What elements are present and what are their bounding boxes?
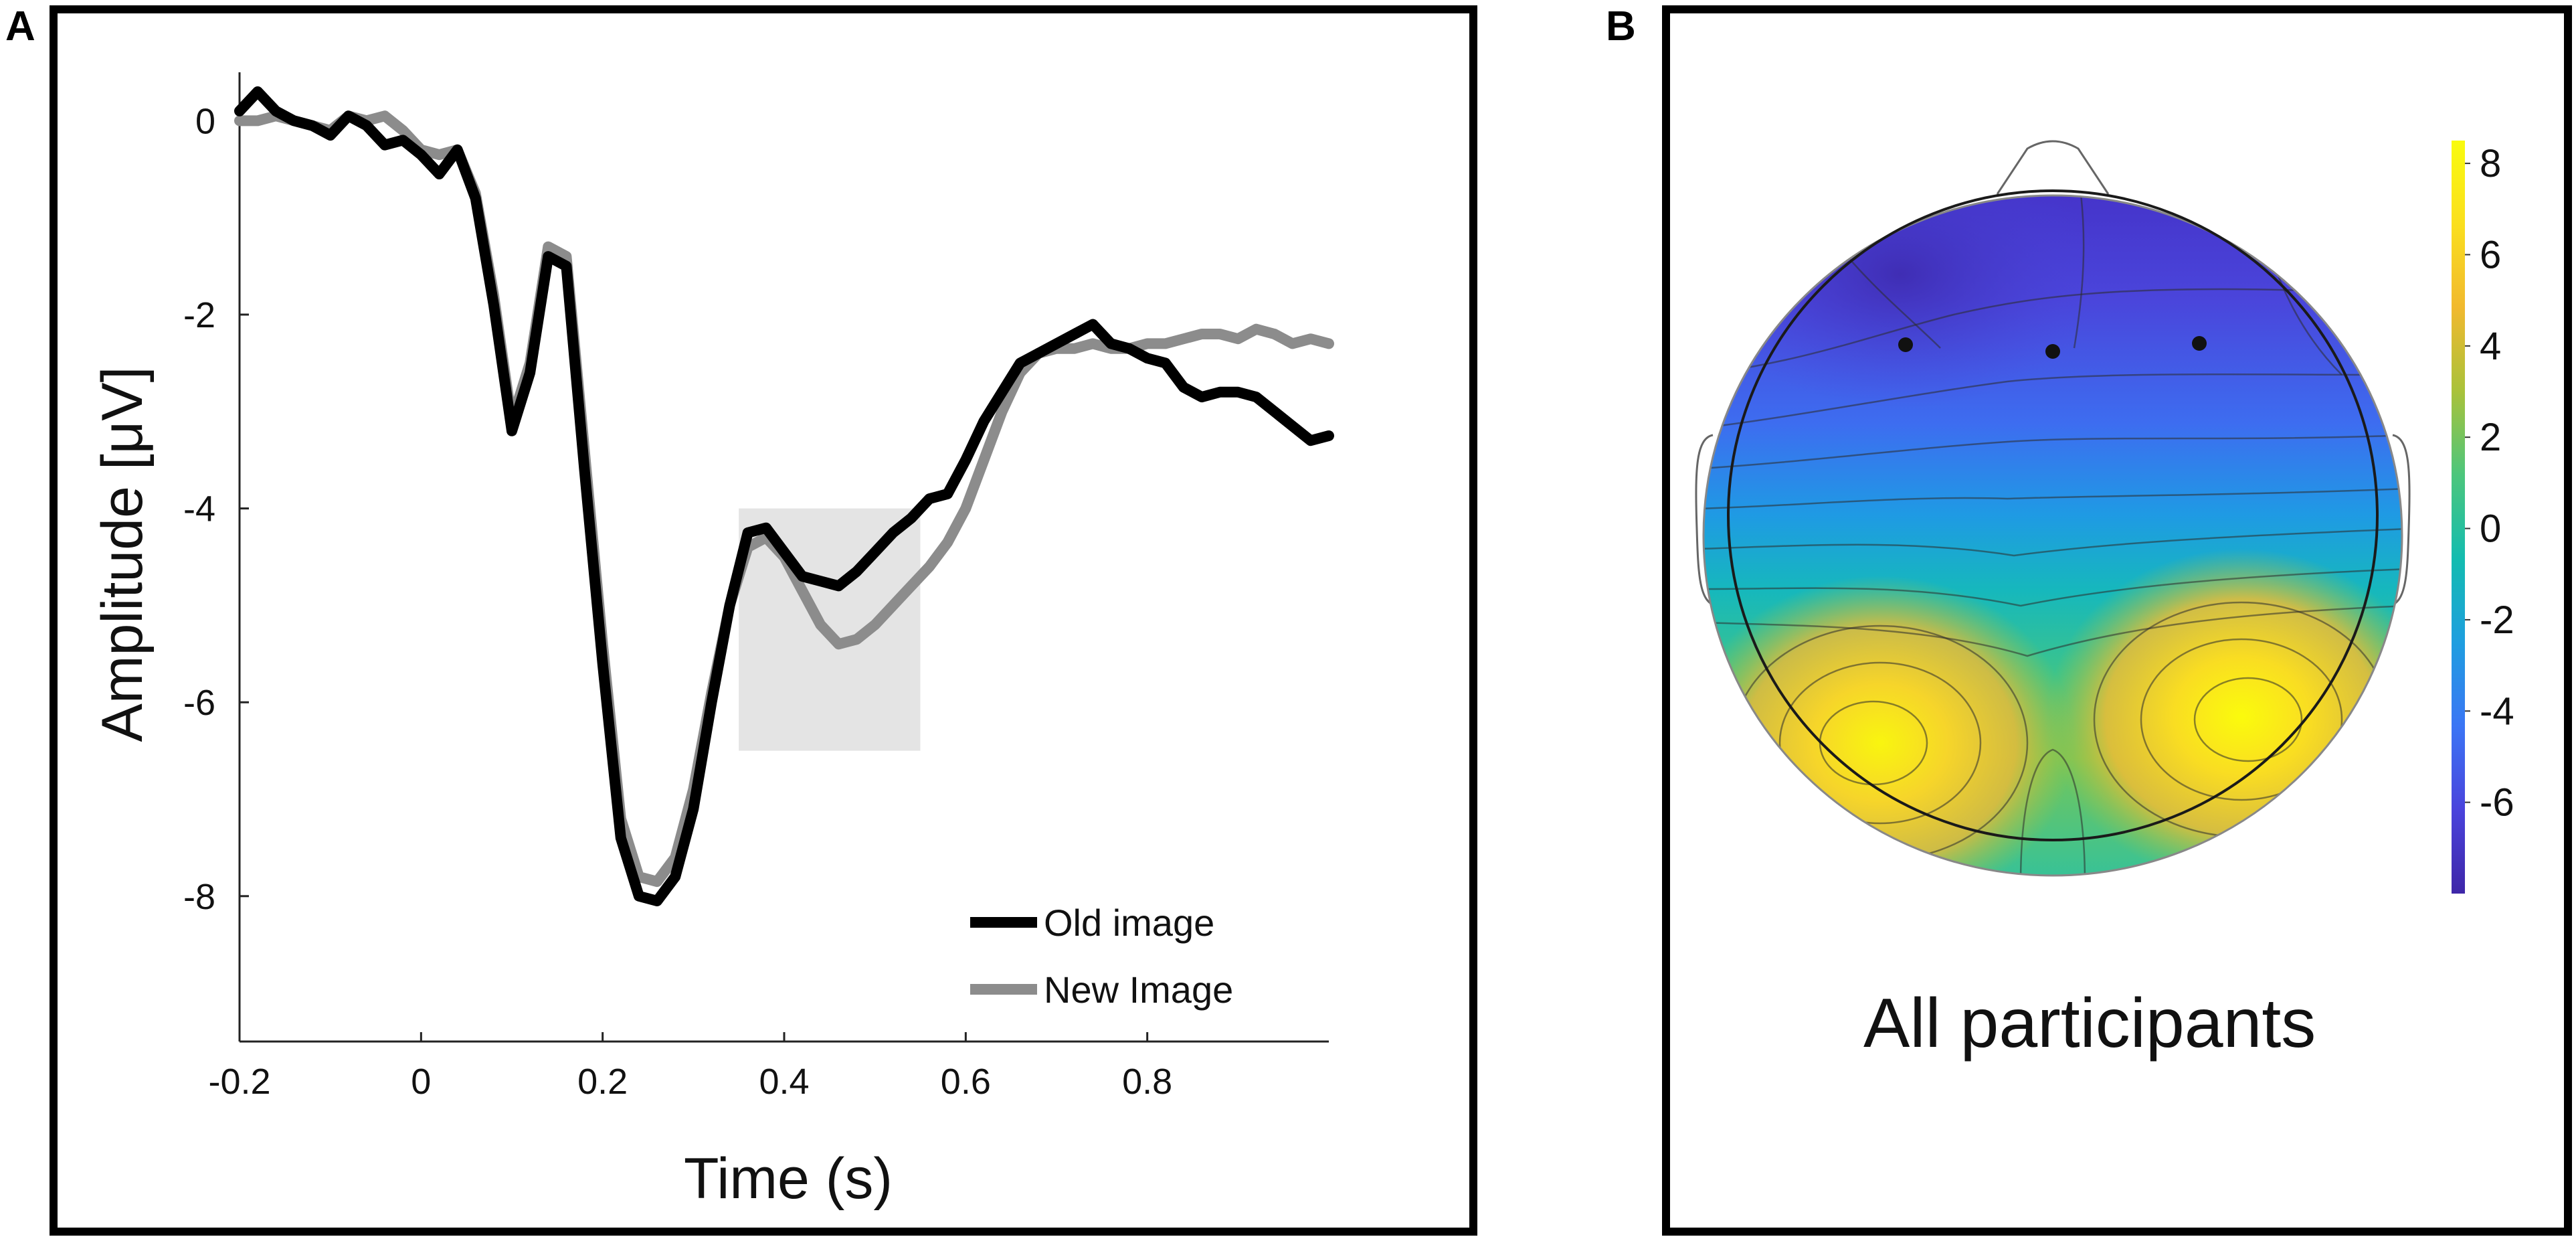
x-tick-label: 0.6 [941, 1062, 991, 1102]
y-tick-label: -6 [183, 683, 215, 723]
colorbar-tick-label: 0 [2480, 507, 2501, 551]
x-tick-label: -0.2 [208, 1062, 270, 1102]
y-tick-label: -2 [183, 295, 215, 335]
electrode-marker [1898, 337, 1913, 352]
y-tick-label: 0 [195, 101, 215, 141]
colorbar-tick-label: 4 [2480, 325, 2501, 368]
topography-fill [1704, 195, 2402, 876]
nose-outline [1996, 140, 2110, 195]
colorbar-tick-label: 6 [2480, 233, 2501, 276]
series-line-old-image [234, 86, 1334, 906]
x-tick-label: 0.4 [759, 1062, 809, 1102]
colorbar-tick-label: -4 [2480, 689, 2514, 733]
colorbar [2452, 141, 2465, 894]
electrode-marker [2192, 336, 2207, 351]
topography-caption: All participants [1863, 985, 2316, 1062]
colorbar-tick-label: 2 [2480, 416, 2501, 459]
x-tick-label: 0.2 [577, 1062, 628, 1102]
panel-label-a: A [5, 3, 35, 50]
legend-label: New Image [1044, 969, 1233, 1011]
y-tick-label: -4 [183, 489, 215, 529]
head-boundary [1702, 194, 2403, 877]
x-tick-label: 0 [411, 1062, 431, 1102]
x-tick-label: 0.8 [1122, 1062, 1172, 1102]
head-inner-circle [1727, 189, 2379, 841]
colorbar-tick-label: 8 [2480, 142, 2501, 185]
legend: Old image New Image [970, 902, 1233, 1011]
colorbar-tick-label: -6 [2480, 781, 2514, 825]
x-axis-title: Time (s) [684, 1147, 893, 1211]
y-axis-title: Amplitude [μV] [90, 366, 155, 742]
y-tick-label: -8 [183, 877, 215, 917]
legend-label: Old image [1044, 902, 1214, 944]
colorbar-tick-label: -2 [2480, 598, 2514, 642]
panel-label-b: B [1606, 3, 1636, 50]
electrode-marker [2045, 344, 2060, 359]
